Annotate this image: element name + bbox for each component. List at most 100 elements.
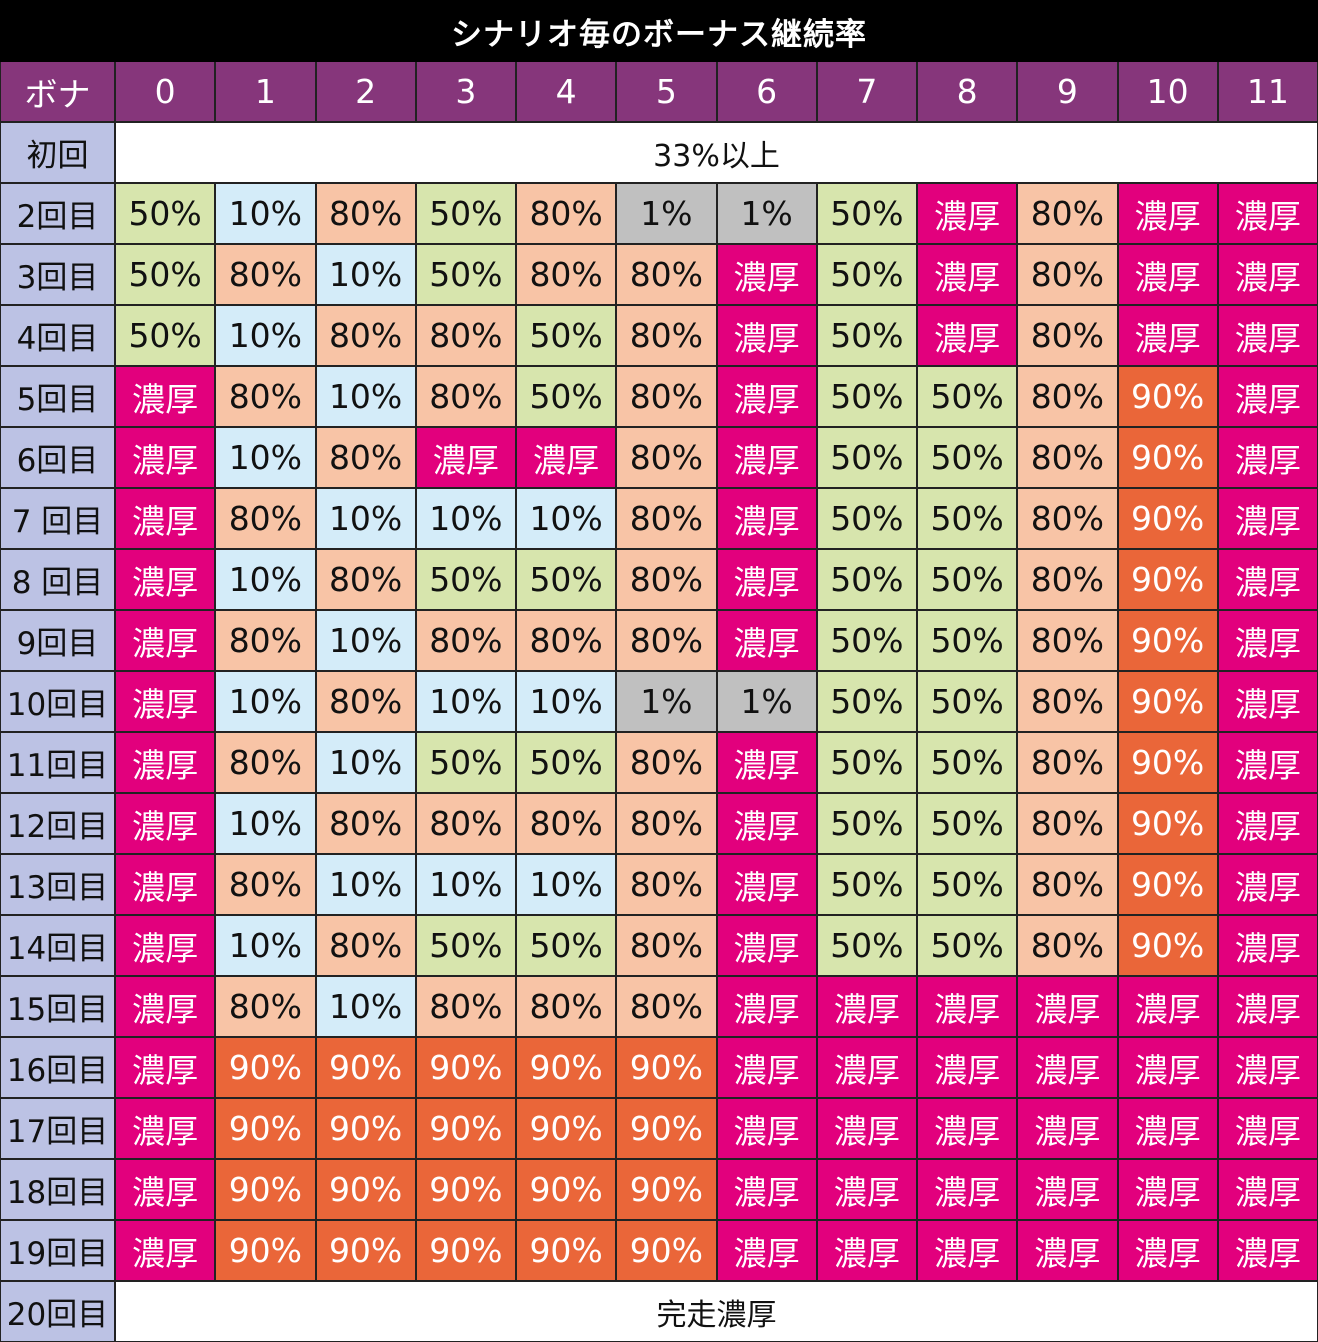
table-cell: 50% (517, 916, 616, 975)
row-label: 4回目 (1, 306, 114, 365)
table-cell: 50% (918, 489, 1017, 548)
table-cell: 濃厚 (717, 428, 816, 487)
column-header: 3 (416, 62, 515, 121)
last-row-value: 完走濃厚 (116, 1282, 1317, 1341)
table-cell: 80% (617, 367, 716, 426)
table-cell: 50% (817, 306, 916, 365)
table-cell: 10% (216, 428, 315, 487)
table-cell: 50% (817, 794, 916, 853)
table-cell: 80% (1018, 245, 1117, 304)
table-cell: 80% (1018, 184, 1117, 243)
table-cell: 10% (316, 611, 415, 670)
table-cell: 50% (517, 306, 616, 365)
table-cell: 10% (216, 306, 315, 365)
table-cell: 80% (1018, 855, 1117, 914)
table-cell: 濃厚 (116, 1099, 215, 1158)
table-cell: 80% (416, 306, 515, 365)
table-cell: 90% (316, 1038, 415, 1097)
table-cell: 濃厚 (717, 611, 816, 670)
table-cell: 80% (316, 306, 415, 365)
table-cell: 濃厚 (116, 489, 215, 548)
table-cell: 濃厚 (1218, 184, 1317, 243)
table-cell: 50% (817, 611, 916, 670)
table-cell: 濃厚 (918, 1221, 1017, 1280)
table-cell: 80% (617, 977, 716, 1036)
table-cell: 濃厚 (1118, 1221, 1217, 1280)
table-cell: 50% (918, 916, 1017, 975)
table-cell: 濃厚 (116, 672, 215, 731)
table-cell: 濃厚 (116, 1221, 215, 1280)
table-cell: 90% (416, 1221, 515, 1280)
table-cell: 濃厚 (717, 1160, 816, 1219)
table-cell: 90% (1118, 733, 1217, 792)
table-cell: 80% (617, 733, 716, 792)
table-cell: 90% (316, 1221, 415, 1280)
table-cell: 濃厚 (1218, 1160, 1317, 1219)
column-header: 7 (817, 62, 916, 121)
table-cell: 50% (918, 672, 1017, 731)
row-label: 9回目 (1, 611, 114, 670)
column-header: 2 (316, 62, 415, 121)
table-cell: 90% (216, 1221, 315, 1280)
row-label: 15回目 (1, 977, 114, 1036)
table-cell: 濃厚 (717, 1099, 816, 1158)
table-cell: 50% (416, 733, 515, 792)
row-label: 14回目 (1, 916, 114, 975)
table-cell: 50% (817, 855, 916, 914)
table-cell: 50% (918, 367, 1017, 426)
table-cell: 10% (216, 184, 315, 243)
table-cell: 濃厚 (517, 428, 616, 487)
table-cell: 10% (517, 855, 616, 914)
table-cell: 90% (1118, 794, 1217, 853)
table-cell: 10% (517, 489, 616, 548)
table-cell: 濃厚 (817, 1160, 916, 1219)
table-cell: 濃厚 (1018, 1038, 1117, 1097)
table-cell: 90% (1118, 916, 1217, 975)
table-cell: 濃厚 (1118, 306, 1217, 365)
table-cell: 80% (416, 611, 515, 670)
table-cell: 50% (517, 733, 616, 792)
table-cell: 濃厚 (1118, 1038, 1217, 1097)
table-cell: 50% (817, 733, 916, 792)
table-cell: 80% (216, 855, 315, 914)
table-cell: 濃厚 (817, 1099, 916, 1158)
table-cell: 濃厚 (717, 794, 816, 853)
row-label: 7 回目 (1, 489, 114, 548)
table-cell: 濃厚 (918, 1099, 1017, 1158)
table-cell: 濃厚 (1218, 550, 1317, 609)
table-cell: 10% (316, 855, 415, 914)
table-cell: 90% (517, 1160, 616, 1219)
table-cell: 80% (617, 306, 716, 365)
table-cell: 濃厚 (717, 489, 816, 548)
table-cell: 80% (316, 794, 415, 853)
row-label: 19回目 (1, 1221, 114, 1280)
table-cell: 50% (817, 489, 916, 548)
table-cell: 濃厚 (116, 1160, 215, 1219)
table-cell: 80% (517, 977, 616, 1036)
table-cell: 90% (617, 1160, 716, 1219)
table-cell: 80% (617, 916, 716, 975)
table-cell: 10% (216, 672, 315, 731)
table-cell: 10% (416, 855, 515, 914)
table-cell: 濃厚 (918, 1038, 1017, 1097)
table-cell: 80% (416, 977, 515, 1036)
table-cell: 濃厚 (116, 855, 215, 914)
table-cell: 濃厚 (1218, 1099, 1317, 1158)
table-cell: 濃厚 (1118, 1160, 1217, 1219)
table-cell: 50% (918, 428, 1017, 487)
table-cell: 80% (1018, 306, 1117, 365)
table-cell: 80% (1018, 916, 1117, 975)
table-cell: 濃厚 (1018, 977, 1117, 1036)
table-cell: 80% (316, 428, 415, 487)
table-cell: 10% (316, 977, 415, 1036)
column-header: 6 (717, 62, 816, 121)
column-header: 1 (216, 62, 315, 121)
table-cell: 80% (1018, 733, 1117, 792)
table-cell: 濃厚 (717, 1221, 816, 1280)
table-cell: 80% (1018, 550, 1117, 609)
table-cell: 50% (416, 245, 515, 304)
table-cell: 濃厚 (116, 1038, 215, 1097)
table-cell: 80% (617, 428, 716, 487)
table-cell: 濃厚 (1118, 977, 1217, 1036)
